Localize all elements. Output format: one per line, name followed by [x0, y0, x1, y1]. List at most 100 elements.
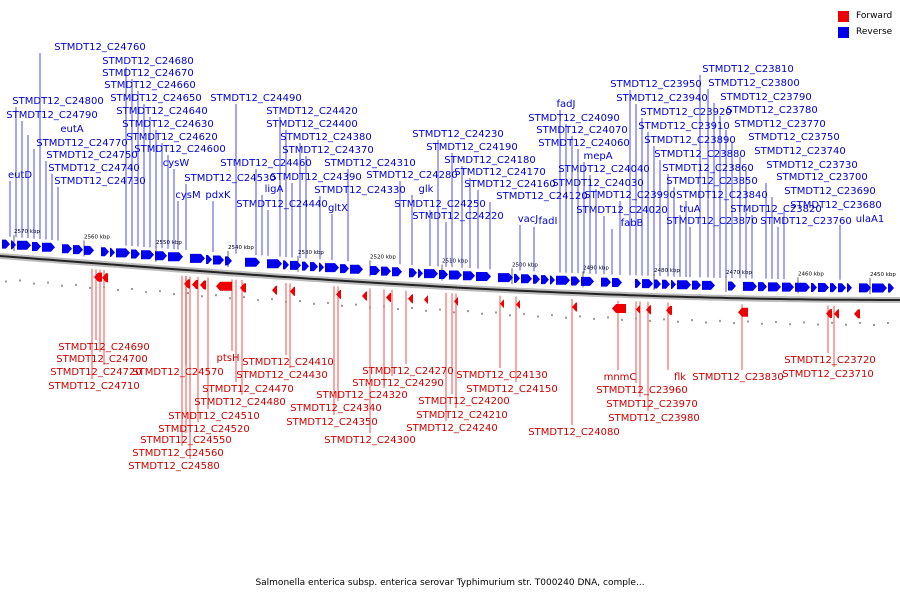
reverse-gene-label: fadI	[539, 216, 558, 227]
reverse-gene-label: STMDT12_C24370	[282, 145, 373, 156]
reverse-gene-arrow	[671, 280, 676, 290]
scale-label: 2500 kbp	[512, 262, 538, 268]
reverse-gene-label: STMDT12_C24640	[116, 106, 207, 117]
reverse-gene-arrow	[225, 256, 232, 266]
reverse-gene-arrow	[290, 260, 301, 270]
forward-gene-arrow	[424, 295, 428, 305]
reverse-gene-label: STMDT12_C24040	[558, 164, 649, 175]
reverse-gene-arrow	[514, 273, 520, 283]
forward-gene-label: STMDT12_C24210	[416, 410, 507, 421]
reverse-gene-label: STMDT12_C24060	[538, 138, 629, 149]
reverse-gene-arrow	[847, 283, 852, 293]
scale-label: 2560 kbp	[84, 234, 110, 240]
reverse-gene-label: STMDT12_C24530	[184, 173, 275, 184]
legend-reverse-label: Reverse	[856, 27, 893, 37]
forward-gene-arrow	[290, 286, 295, 296]
reverse-gene-label: STMDT12_C24730	[54, 176, 145, 187]
reverse-gene-arrow	[571, 276, 580, 286]
reverse-gene-arrow	[381, 266, 391, 276]
forward-gene-label: STMDT12_C23830	[692, 372, 783, 383]
forward-gene-arrow	[612, 304, 626, 314]
forward-gene-arrow	[102, 273, 108, 283]
reverse-gene-arrow	[2, 239, 10, 249]
reverse-gene-arrow	[424, 269, 438, 279]
forward-gene-label: STMDT12_C23960	[596, 385, 687, 396]
reverse-gene-arrow	[692, 280, 701, 290]
reverse-gene-arrow	[116, 248, 130, 258]
reverse-gene-label: glk	[419, 184, 434, 195]
reverse-gene-label: STMDT12_C24180	[444, 155, 535, 166]
forward-swatch	[838, 10, 849, 22]
reverse-gene-arrow	[206, 254, 212, 264]
reverse-gene-arrow	[541, 275, 549, 285]
forward-gene-label: STMDT12_C24350	[286, 417, 377, 428]
reverse-gene-arrow	[758, 282, 767, 292]
backbone-line	[0, 255, 900, 301]
reverse-gene-arrow	[245, 257, 260, 267]
reverse-gene-label: truA	[679, 204, 700, 215]
reverse-gene-arrow	[642, 279, 653, 289]
forward-gene-arrow	[94, 272, 102, 282]
forward-gene-arrow	[572, 302, 577, 312]
forward-gene-arrow	[834, 309, 839, 319]
reverse-gene-label: STMDT12_C24090	[528, 113, 619, 124]
reverse-gene-arrow	[439, 270, 448, 280]
reverse-gene-label: STMDT12_C23950	[610, 79, 701, 90]
forward-gene-arrow	[386, 292, 391, 302]
reverse-gene-label: STMDT12_C23750	[748, 132, 839, 143]
reverse-gene-label: ulaA1	[856, 214, 884, 225]
forward-gene-arrow	[666, 305, 672, 315]
reverse-gene-arrow	[42, 242, 55, 252]
forward-gene-label: STMDT12_C24130	[456, 370, 547, 381]
reverse-gene-label: STMDT12_C24790	[6, 110, 97, 121]
reverse-gene-arrow	[743, 281, 757, 291]
scale-label: 2550 kbp	[156, 240, 182, 246]
reverse-gene-arrow	[319, 262, 324, 272]
forward-gene-arrow	[200, 280, 206, 290]
forward-gene-arrow	[336, 289, 341, 299]
reverse-gene-label: STMDT12_C23850	[666, 176, 757, 187]
reverse-gene-arrow	[550, 275, 555, 285]
reverse-gene-arrow	[325, 263, 339, 273]
reverse-gene-label: cysW	[163, 158, 190, 169]
forward-gene-label: flk	[674, 372, 686, 383]
reverse-gene-label: STMDT12_C24230	[412, 129, 503, 140]
reverse-gene-arrow	[677, 280, 691, 290]
reverse-gene-arrow	[267, 259, 282, 269]
reverse-gene-label: STMDT12_C24020	[576, 205, 667, 216]
reverse-gene-arrow	[155, 251, 167, 261]
reverse-gene-arrow	[101, 247, 109, 257]
reverse-gene-arrow	[702, 280, 715, 290]
reverse-gene-label: pdxK	[205, 190, 231, 201]
reverse-gene-arrow	[73, 245, 83, 255]
forward-gene-arrow	[454, 296, 458, 306]
reverse-gene-arrow	[830, 283, 837, 293]
forward-gene-arrow	[216, 281, 232, 291]
forward-gene-label: STMDT12_C24700	[56, 354, 147, 365]
scale-label: 2470 kbp	[726, 270, 752, 276]
forward-gene-label: STMDT12_C24510	[168, 411, 259, 422]
reverse-gene-label: STMDT12_C24440	[236, 199, 327, 210]
reverse-gene-arrow	[654, 279, 661, 289]
reverse-gene-arrow	[283, 260, 289, 270]
scale-label: 2460 kbp	[798, 271, 824, 277]
reverse-gene-label: gltX	[328, 203, 348, 214]
reverse-gene-label: STMDT12_C24670	[102, 68, 193, 79]
reverse-gene-arrow	[84, 245, 94, 255]
forward-gene-label: STMDT12_C24300	[324, 435, 415, 446]
forward-gene-label: STMDT12_C24340	[290, 403, 381, 414]
forward-gene-label: ptsH	[217, 353, 240, 364]
reverse-gene-label: STMDT12_C23770	[734, 119, 825, 130]
reverse-gene-label: STMDT12_C24460	[220, 158, 311, 169]
reverse-gene-label: STMDT12_C23820	[730, 204, 821, 215]
reverse-gene-label: STMDT12_C24070	[536, 125, 627, 136]
forward-gene-label: STMDT12_C24080	[528, 427, 619, 438]
reverse-gene-arrow	[581, 276, 594, 286]
reverse-gene-arrow	[556, 275, 570, 285]
reverse-gene-arrow	[768, 282, 781, 292]
reverse-gene-arrow	[11, 240, 16, 250]
forward-gene-label: STMDT12_C23720	[784, 355, 875, 366]
reverse-gene-label: STMDT12_C23810	[702, 64, 793, 75]
reverse-gene-arrow	[110, 247, 115, 257]
